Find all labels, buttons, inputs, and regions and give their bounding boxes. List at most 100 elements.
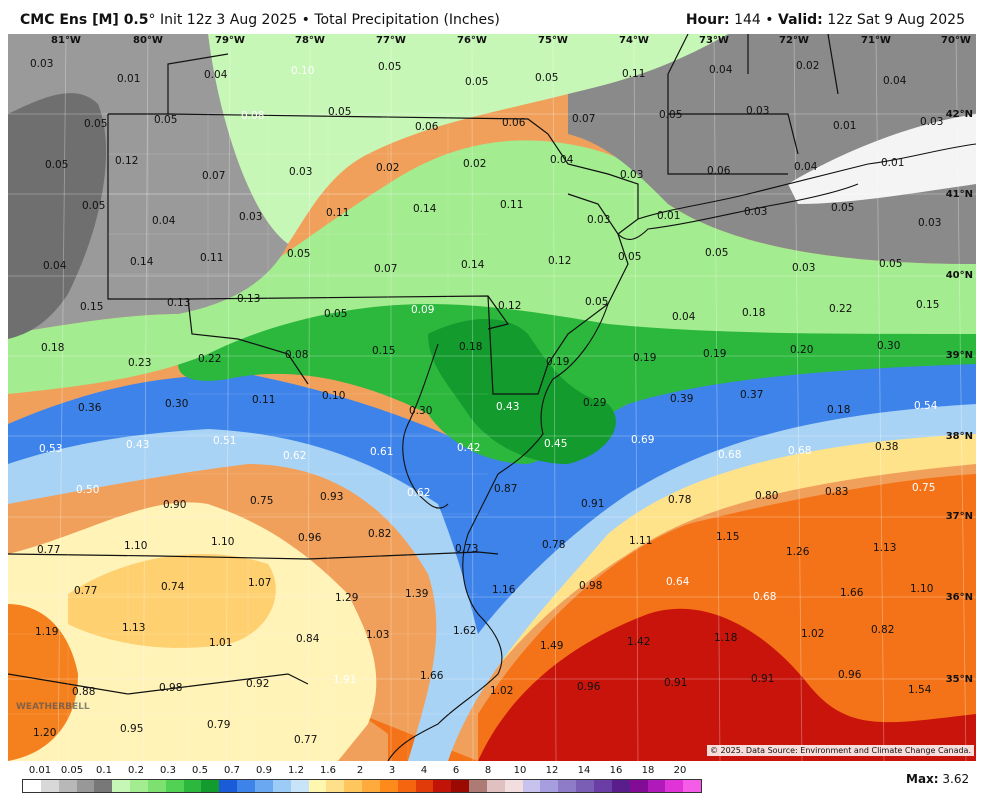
precip-value-label: 0.96 [298,532,322,544]
precip-value-label: 0.91 [581,498,604,510]
lat-lon-grid [8,34,976,761]
legend-tick-label: 16 [609,765,623,776]
band-light-green [8,140,976,394]
legend-color-cell [165,780,184,792]
precip-value-label: 1.15 [716,531,739,543]
precip-value-label: 0.05 [45,159,68,171]
precip-value-label: 0.05 [378,61,401,73]
precip-value-label: 0.05 [705,247,728,259]
precip-value-label: 0.11 [252,394,275,406]
legend-color-cell [326,780,345,792]
precip-value-label: 1.66 [420,670,444,682]
precip-value-label: 0.22 [198,353,221,365]
precip-value-label: 0.93 [320,491,343,503]
legend-color-cell [522,780,541,792]
band-green [178,293,976,464]
precip-value-label: 0.05 [82,200,105,212]
precip-value-label: 1.07 [248,577,271,589]
precip-value-label: 0.03 [620,169,643,181]
precip-value-label: 1.10 [910,583,933,595]
legend-tick-label: 0.1 [96,765,112,776]
precip-value-label: 0.03 [289,166,312,178]
precip-value-label: 0.14 [461,259,485,271]
precip-value-label: 0.43 [496,401,519,413]
precip-value-label: 0.11 [622,68,645,80]
precip-value-label: 1.11 [629,535,652,547]
precip-value-label: 0.62 [283,450,306,462]
longitude-label: 70°W [941,35,971,46]
latitude-label: 40°N [946,270,973,281]
legend-color-cell [40,780,59,792]
legend-tick-label: 12 [545,765,559,776]
precip-value-label: 0.75 [250,495,273,507]
longitude-label: 77°W [376,35,406,46]
legend-color-cell [344,780,363,792]
precip-value-label: 0.11 [200,252,223,264]
precip-value-label: 1.13 [122,622,145,634]
longitude-label: 72°W [779,35,809,46]
precip-value-label: 0.05 [879,258,902,270]
precip-value-label: 0.91 [751,673,774,685]
precip-value-label: 0.04 [204,69,228,81]
precip-value-label: 0.07 [202,170,225,182]
precip-value-label: 0.78 [542,539,565,551]
valid-label: Valid: [778,12,823,28]
legend-tick-label: 0.01 [28,765,52,776]
legend-color-cell [112,780,131,792]
precip-value-label: 0.08 [285,349,308,361]
legend-color-cell [576,780,594,792]
precip-value-label: 0.01 [833,120,856,132]
precip-value-label: 0.14 [413,203,437,215]
precip-value-label: 0.30 [877,340,900,352]
legend-color-cell [611,780,630,792]
precip-value-label: 0.69 [631,434,654,446]
longitude-label: 74°W [619,35,649,46]
precip-value-label: 0.03 [792,262,815,274]
precip-value-label: 0.83 [825,486,848,498]
precip-value-label: 0.01 [117,73,140,85]
precip-value-label: 0.04 [883,75,907,87]
product-name: Total Precipitation (Inches) [314,12,500,28]
legend-color-cell [629,780,648,792]
copyright-notice: © 2025. Data Source: Environment and Cli… [706,745,974,756]
precip-value-label: 1.02 [801,628,824,640]
longitude-label: 71°W [861,35,891,46]
precip-value-label: 0.92 [246,678,269,690]
latitude-label: 38°N [946,431,973,442]
precipitation-map[interactable]: 81°W 80°W 79°W 78°W 77°W 76°W 75°W 74°W 73°W 72°W… [8,34,976,761]
precip-value-label: 0.02 [463,158,486,170]
longitude-label: 76°W [457,35,487,46]
precip-value-label: 0.03 [744,206,767,218]
model-name: CMC Ens [M] 0.5 [20,12,149,28]
legend-color-cell [504,780,523,792]
precip-value-label: 0.03 [239,211,262,223]
legend-color-cell [23,780,41,792]
longitude-label: 73°W [699,35,729,46]
precip-value-label: 0.18 [459,341,482,353]
precip-value-label: 0.05 [287,248,310,260]
precip-value-label: 0.02 [376,162,399,174]
precip-value-label: 0.07 [572,113,595,125]
longitude-label: 79°W [215,35,245,46]
legend-color-cell [219,780,238,792]
precip-value-label: 0.05 [84,118,107,130]
precip-value-label: 0.15 [80,301,103,313]
precip-value-label: 1.02 [490,685,513,697]
precip-value-label: 0.96 [577,681,601,693]
precip-value-label: 0.11 [326,207,349,219]
precip-value-label: 0.04 [709,64,733,76]
precip-value-label: 0.53 [39,443,62,455]
precip-value-label: 1.13 [873,542,896,554]
precip-value-label: 0.03 [746,105,769,117]
precip-value-label: 0.73 [455,543,478,555]
precip-value-label: 1.66 [840,587,864,599]
legend-tick-label: 1.6 [320,765,336,776]
precip-value-label: 1.19 [35,626,58,638]
latitude-label: 42°N [946,109,973,120]
precip-value-label: 0.06 [707,165,731,177]
watermark-logo: WEATHERBELL [16,702,90,712]
legend-color-cell [558,780,577,792]
latitude-label: 39°N [946,350,973,361]
legend-tick-label: 0.5 [192,765,208,776]
band-dark-red [478,608,976,761]
